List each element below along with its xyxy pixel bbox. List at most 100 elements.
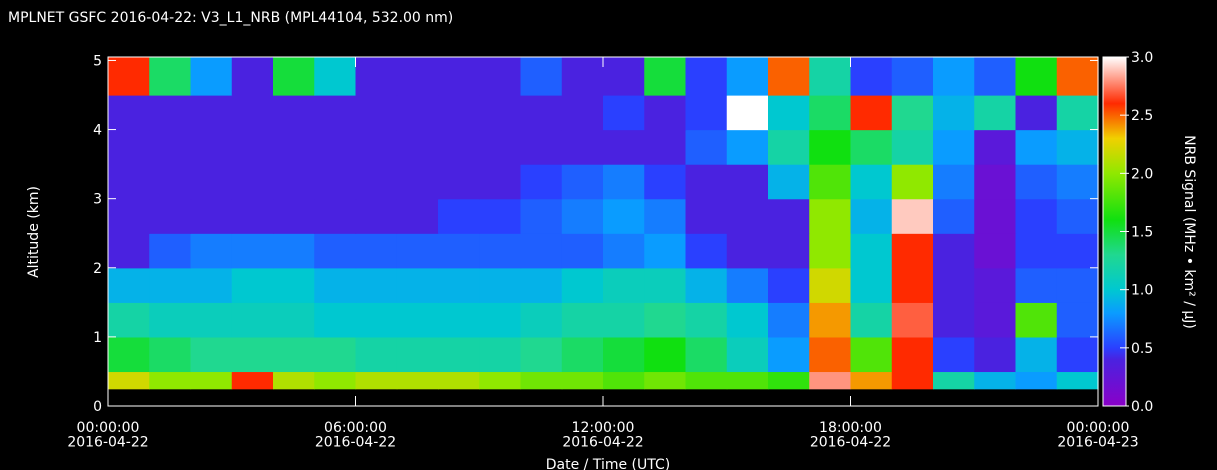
y-tick-label: 4 — [93, 123, 102, 139]
heatmap-cell — [644, 130, 686, 165]
heatmap-cell — [933, 337, 975, 372]
y-tick-label: 0 — [93, 399, 102, 415]
heatmap-cell — [191, 199, 233, 234]
heatmap-cell — [603, 302, 645, 337]
heatmap-cell — [562, 164, 604, 199]
heatmap-cell — [191, 233, 233, 268]
heatmap-cell — [892, 130, 934, 165]
heatmap-cell — [438, 268, 480, 303]
heatmap-cell — [397, 95, 439, 130]
heatmap-cell — [974, 302, 1016, 337]
heatmap-cell — [603, 337, 645, 372]
heatmap-cell — [479, 302, 521, 337]
colorbar-tick-label: 1.5 — [1131, 225, 1153, 241]
heatmap-cell — [892, 57, 934, 96]
heatmap-cell — [809, 95, 851, 130]
heatmap-cell — [686, 337, 728, 372]
heatmap-cell — [644, 371, 686, 389]
heatmap-cell — [603, 199, 645, 234]
heatmap-cell — [438, 302, 480, 337]
heatmap-cell — [644, 337, 686, 372]
heatmap-cell — [809, 164, 851, 199]
heatmap-cell — [644, 302, 686, 337]
heatmap-cell — [562, 57, 604, 96]
heatmap-cell — [108, 268, 150, 303]
x-tick-label: 00:00:002016-04-22 — [67, 420, 148, 451]
heatmap-cell — [727, 302, 769, 337]
heatmap-cell — [149, 302, 191, 337]
heatmap-cell — [314, 57, 356, 96]
heatmap-cell — [356, 233, 398, 268]
heatmap-cell — [686, 268, 728, 303]
heatmap-cell — [974, 130, 1016, 165]
heatmap-cell — [892, 268, 934, 303]
heatmap-cell — [727, 130, 769, 165]
heatmap-cell — [191, 164, 233, 199]
heatmap-cell — [644, 233, 686, 268]
heatmap-cell — [603, 130, 645, 165]
heatmap-cell — [768, 57, 810, 96]
heatmap-cell — [851, 302, 893, 337]
heatmap-cell — [479, 371, 521, 389]
heatmap-cell — [1016, 57, 1058, 96]
heatmap-cell — [933, 164, 975, 199]
heatmap-cell — [1016, 199, 1058, 234]
colorbar-tick-label: 1.0 — [1131, 283, 1153, 299]
heatmap-cell — [397, 164, 439, 199]
heatmap-cell — [851, 164, 893, 199]
heatmap-cell — [686, 371, 728, 389]
heatmap-cell — [686, 130, 728, 165]
heatmap-cell — [974, 164, 1016, 199]
heatmap-cell — [974, 95, 1016, 130]
heatmap-cell — [1057, 57, 1099, 96]
heatmap-cell — [314, 130, 356, 165]
heatmap-cell — [356, 164, 398, 199]
colorbar-tick-label: 2.5 — [1131, 108, 1153, 124]
heatmap-cell — [397, 199, 439, 234]
heatmap-cell — [108, 302, 150, 337]
heatmap-cell — [438, 233, 480, 268]
heatmap-cell — [397, 302, 439, 337]
heatmap-cell — [232, 371, 274, 389]
heatmap-cell — [933, 199, 975, 234]
heatmap-cell — [438, 371, 480, 389]
heatmap-cell — [356, 268, 398, 303]
heatmap-cell — [809, 268, 851, 303]
heatmap-cell — [851, 199, 893, 234]
heatmap-cell — [562, 337, 604, 372]
y-tick-label: 1 — [93, 330, 102, 346]
heatmap-cell — [892, 302, 934, 337]
heatmap-cell — [974, 233, 1016, 268]
heatmap-cell — [727, 164, 769, 199]
heatmap-cell — [438, 95, 480, 130]
heatmap-cell — [521, 371, 563, 389]
heatmap-cell — [521, 95, 563, 130]
heatmap-cell — [603, 164, 645, 199]
heatmap-cell — [644, 57, 686, 96]
heatmap-cell — [108, 233, 150, 268]
heatmap-cell — [438, 164, 480, 199]
x-tick-label: 18:00:002016-04-22 — [810, 420, 891, 451]
heatmap-cell — [809, 302, 851, 337]
heatmap-cell — [521, 130, 563, 165]
heatmap-cell — [232, 57, 274, 96]
heatmap-cell — [438, 57, 480, 96]
heatmap-cell — [314, 233, 356, 268]
heatmap-cell — [562, 302, 604, 337]
heatmap-cell — [809, 233, 851, 268]
heatmap-cell — [603, 268, 645, 303]
heatmap-cell — [149, 199, 191, 234]
heatmap-cell — [191, 268, 233, 303]
heatmap-cell — [727, 268, 769, 303]
heatmap-cell — [397, 233, 439, 268]
heatmap-cell — [479, 199, 521, 234]
heatmap-cell — [232, 233, 274, 268]
heatmap-cell — [727, 95, 769, 130]
heatmap-cell — [232, 164, 274, 199]
heatmap-cell — [108, 164, 150, 199]
colorbar-tick-label: 2.0 — [1131, 166, 1153, 182]
heatmap-cell — [273, 57, 315, 96]
heatmap-cell — [521, 302, 563, 337]
colorbar-tick-label: 0.0 — [1131, 399, 1153, 415]
x-axis-label: Date / Time (UTC) — [546, 457, 670, 470]
